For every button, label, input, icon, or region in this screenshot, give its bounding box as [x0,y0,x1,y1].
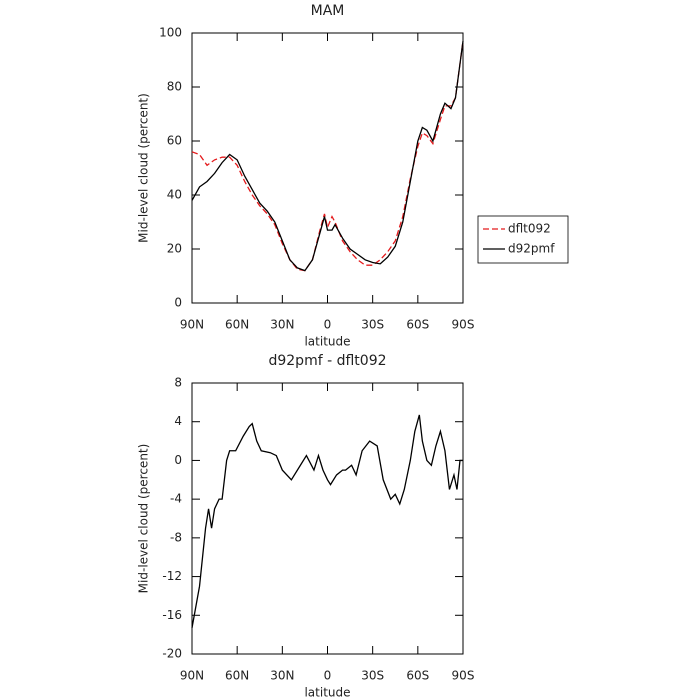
data-line [191,41,464,272]
x-tick-label: 30S [361,669,384,683]
x-tick-label: 60S [406,669,429,683]
y-tick-label: 4 [174,414,182,428]
y-tick-label: 100 [159,26,182,40]
x-tick-label: 90N [180,318,204,332]
x-tick-label: 90N [180,669,204,683]
data-line [191,41,464,272]
legend-label: dflt092 [508,222,551,236]
chart-title: MAM [311,3,345,19]
x-tick-label: 60S [406,318,429,332]
x-tick-label: 0 [324,318,332,332]
y-tick-label: 0 [174,453,182,467]
y-tick-label: 40 [167,188,182,202]
y-tick-label: 8 [174,376,182,390]
legend: dflt092 d92pmf [477,215,569,264]
y-tick-label: 0 [174,296,182,310]
y-tick-label: -12 [162,569,182,583]
data-line [191,414,463,628]
y-axis-label: Mid-level cloud (percent) [137,444,151,594]
x-tick-label: 0 [324,669,332,683]
x-tick-label: 90S [452,669,475,683]
x-tick-label: 60N [225,669,249,683]
plot-frame [191,382,464,655]
x-tick-label: 30N [270,318,294,332]
y-tick-label: -8 [170,530,182,544]
y-tick-label: 80 [167,80,182,94]
x-tick-label: 90S [452,318,475,332]
legend-box [477,215,569,264]
legend-label: d92pmf [508,242,555,256]
x-tick-label: 30N [270,669,294,683]
y-tick-label: 20 [167,242,182,256]
y-tick-label: 60 [167,134,182,148]
x-tick-label: 60N [225,318,249,332]
y-axis-label: Mid-level cloud (percent) [137,93,151,243]
x-axis-label: latitude [304,686,350,700]
plot-frame [191,32,464,304]
y-tick-label: -20 [162,647,182,661]
y-tick-label: -4 [170,492,182,506]
x-axis-label: latitude [304,335,350,349]
y-tick-label: -16 [162,608,182,622]
x-tick-label: 30S [361,318,384,332]
chart-title: d92pmf - dflt092 [268,353,386,369]
